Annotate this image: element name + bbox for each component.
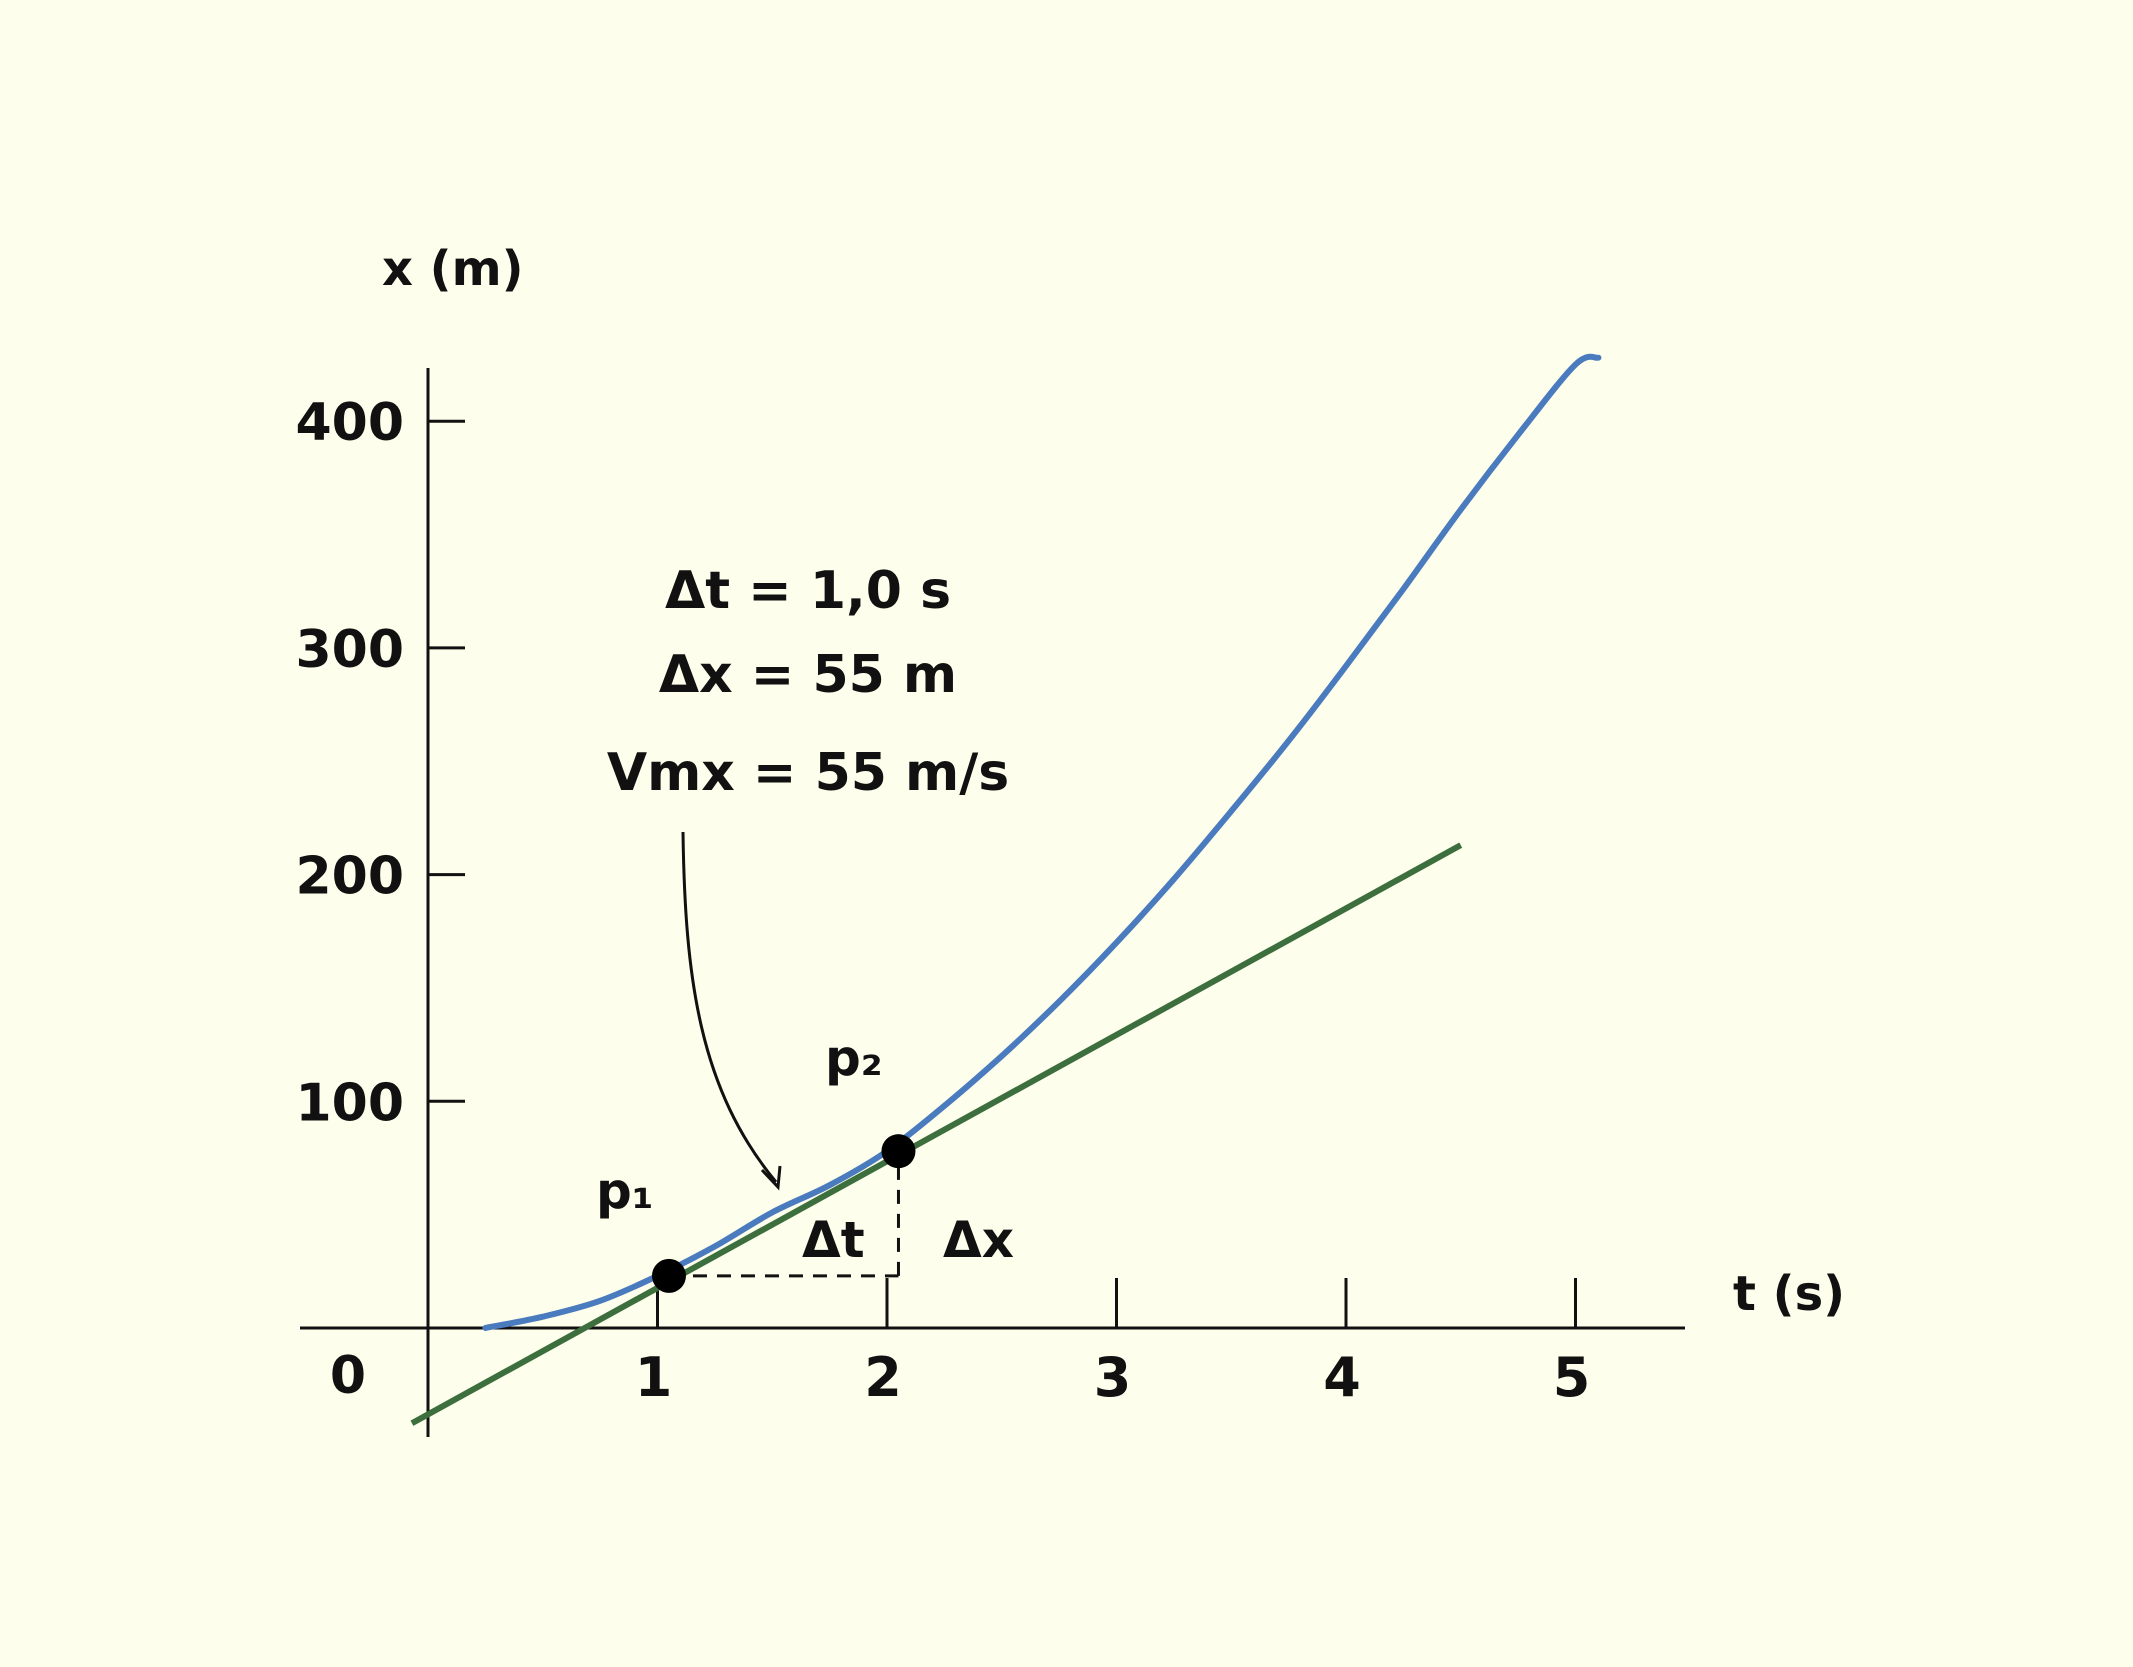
delta-t-label: Δt: [802, 1211, 865, 1269]
point-p2: [881, 1134, 916, 1169]
annotation-arrow: [681, 831, 778, 1183]
y-axis-label: x (m): [382, 241, 524, 297]
position-curve: [482, 353, 1602, 1331]
x-tick-label-2: 2: [864, 1346, 902, 1409]
x-ticks: 1 2 3 4 5: [635, 1278, 1591, 1409]
x-tick-label-3: 3: [1094, 1346, 1132, 1409]
annotation-line-3: Vmx = 55 m/s: [607, 743, 1009, 803]
y-tick-label-200: 200: [295, 847, 404, 907]
x-tick-label-1: 1: [635, 1346, 673, 1409]
y-tick-label-400: 400: [295, 393, 404, 453]
x-axis-label: t (s): [1733, 1266, 1845, 1322]
secant-line: [410, 842, 1463, 1426]
point-p2-label: p₂: [825, 1029, 883, 1087]
y-ticks: 100 200 300 400: [295, 393, 465, 1133]
point-p1-label: p₁: [596, 1162, 654, 1220]
point-p1: [651, 1258, 686, 1293]
y-tick-label-100: 100: [295, 1073, 404, 1133]
annotation-arrowhead: [760, 1165, 782, 1191]
x-tick-label-4: 4: [1323, 1346, 1361, 1409]
x-tick-label-5: 5: [1553, 1346, 1591, 1409]
annotation-line-2: Δx = 55 m: [659, 645, 957, 705]
origin-label: 0: [330, 1346, 366, 1406]
delta-x-label: Δx: [943, 1211, 1014, 1269]
y-tick-label-300: 300: [295, 620, 404, 680]
annotation-line-1: Δt = 1,0 s: [665, 561, 951, 621]
